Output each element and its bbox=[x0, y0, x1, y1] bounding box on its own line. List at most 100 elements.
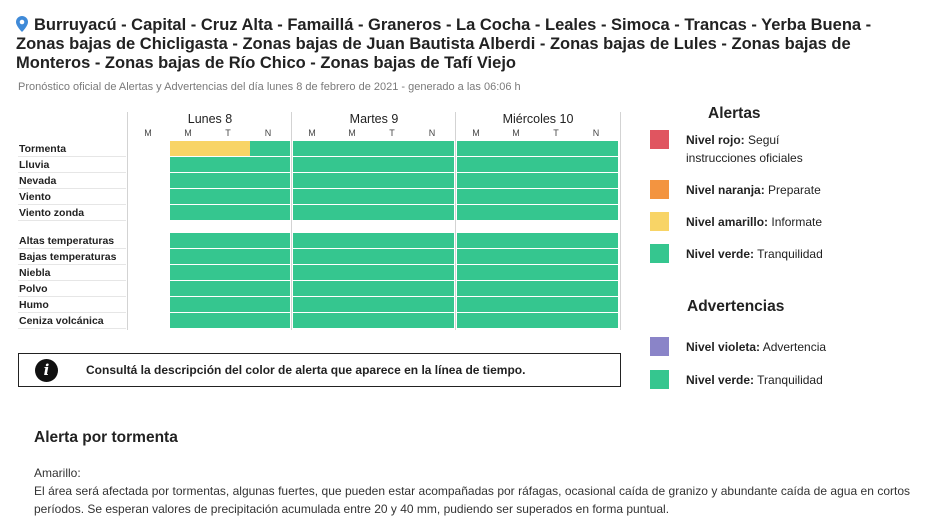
alert-level-cell bbox=[374, 249, 414, 264]
alert-level-cell bbox=[578, 205, 618, 220]
alert-level-cell bbox=[538, 173, 578, 188]
day-divider bbox=[455, 112, 456, 330]
alert-level-cell bbox=[457, 265, 498, 280]
title-text: Burruyacú - Capital - Cruz Alta - Famail… bbox=[16, 16, 872, 72]
alert-level-cell bbox=[578, 249, 618, 264]
alert-level-cell bbox=[293, 249, 334, 264]
row-separator bbox=[18, 328, 126, 329]
timeline-row-label: Viento bbox=[19, 191, 51, 203]
slot-header: M bbox=[472, 128, 480, 138]
legend-text: Nivel verde: Tranquilidad bbox=[686, 247, 823, 261]
alert-level-cell bbox=[414, 297, 454, 312]
alert-level-cell bbox=[210, 173, 250, 188]
alert-level-cell bbox=[250, 157, 290, 172]
row-separator bbox=[18, 264, 126, 265]
row-separator bbox=[18, 220, 126, 221]
slot-header: T bbox=[389, 128, 395, 138]
alert-level-cell bbox=[293, 233, 334, 248]
timeline-row: Altas temperaturas bbox=[18, 233, 622, 249]
alert-level-cell bbox=[170, 297, 210, 312]
color-swatch bbox=[650, 244, 669, 263]
alert-level-cell bbox=[374, 205, 414, 220]
alert-level-cell bbox=[210, 281, 250, 296]
alert-level-cell bbox=[293, 313, 334, 328]
alert-level-cell bbox=[334, 141, 374, 156]
legend-text: Nivel rojo: Seguí instrucciones oficiale… bbox=[686, 133, 803, 165]
alert-level-cell bbox=[457, 205, 498, 220]
alert-level-cell bbox=[498, 281, 538, 296]
color-swatch bbox=[650, 130, 669, 149]
alert-level-cell bbox=[414, 233, 454, 248]
alert-level-cell bbox=[498, 313, 538, 328]
alert-level-cell bbox=[578, 281, 618, 296]
color-swatch bbox=[650, 180, 669, 199]
slot-header: M bbox=[184, 128, 192, 138]
info-icon: i bbox=[35, 359, 58, 382]
alert-level-cell bbox=[374, 189, 414, 204]
alert-level-cell bbox=[250, 297, 290, 312]
slot-header: N bbox=[264, 128, 272, 138]
slot-header: M bbox=[512, 128, 520, 138]
location-pin-icon bbox=[16, 16, 28, 32]
alert-level-cell bbox=[250, 141, 290, 156]
alert-level-cell bbox=[250, 249, 290, 264]
alert-level-cell bbox=[293, 189, 334, 204]
alert-level-cell bbox=[457, 141, 498, 156]
alert-level-cell bbox=[578, 157, 618, 172]
alert-level-cell bbox=[457, 233, 498, 248]
row-separator bbox=[18, 280, 126, 281]
row-separator bbox=[18, 172, 126, 173]
row-separator bbox=[18, 248, 126, 249]
page-subtitle: Pronóstico oficial de Alertas y Adverten… bbox=[18, 81, 521, 93]
alert-level-cell bbox=[498, 265, 538, 280]
alert-level-cell bbox=[210, 249, 250, 264]
timeline-row: Humo bbox=[18, 297, 622, 313]
page-header: Burruyacú - Capital - Cruz Alta - Famail… bbox=[16, 16, 916, 93]
alert-level-cell bbox=[293, 265, 334, 280]
slot-header: M bbox=[348, 128, 356, 138]
timeline-row-label: Humo bbox=[19, 299, 49, 311]
alert-level-cell bbox=[293, 297, 334, 312]
alert-level-cell bbox=[578, 233, 618, 248]
timeline-row-label: Ceniza volcánica bbox=[19, 315, 104, 327]
alert-level-cell bbox=[210, 141, 250, 156]
timeline-row: Bajas temperaturas bbox=[18, 249, 622, 265]
alert-level-cell bbox=[414, 313, 454, 328]
alert-level-cell bbox=[334, 297, 374, 312]
timeline-row: Viento bbox=[18, 189, 622, 205]
legend-text: Nivel verde: Tranquilidad bbox=[686, 373, 823, 387]
day-divider bbox=[127, 112, 128, 330]
alert-level-cell bbox=[457, 173, 498, 188]
alert-level-cell bbox=[334, 173, 374, 188]
timeline-row-label: Altas temperaturas bbox=[19, 235, 115, 247]
alert-level-cell bbox=[250, 265, 290, 280]
color-swatch bbox=[650, 337, 669, 356]
timeline-row-label: Niebla bbox=[19, 267, 51, 279]
alert-level-cell bbox=[538, 157, 578, 172]
alert-level-cell bbox=[414, 249, 454, 264]
alert-level-cell bbox=[578, 297, 618, 312]
alert-level-cell bbox=[250, 281, 290, 296]
alert-level-cell bbox=[334, 313, 374, 328]
slot-header: T bbox=[553, 128, 559, 138]
row-separator bbox=[18, 188, 126, 189]
legend-text: Nivel amarillo: Informate bbox=[686, 215, 823, 229]
alert-level-cell bbox=[170, 205, 210, 220]
alert-level-cell bbox=[374, 313, 414, 328]
slot-header: N bbox=[592, 128, 600, 138]
alert-level-cell bbox=[374, 233, 414, 248]
alert-level-cell bbox=[457, 297, 498, 312]
alert-level-cell bbox=[374, 141, 414, 156]
timeline-row: Tormenta bbox=[18, 141, 622, 157]
alert-level-cell bbox=[374, 297, 414, 312]
alert-level-cell bbox=[498, 141, 538, 156]
alert-level-cell bbox=[293, 281, 334, 296]
row-separator bbox=[18, 312, 126, 313]
info-box: i Consultá la descripción del color de a… bbox=[18, 353, 621, 387]
alert-level-cell bbox=[374, 173, 414, 188]
alert-level-cell bbox=[293, 157, 334, 172]
timeline-row: Niebla bbox=[18, 265, 622, 281]
alert-level-cell bbox=[414, 141, 454, 156]
row-separator bbox=[18, 156, 126, 157]
day-header: Miércoles 10 bbox=[502, 112, 574, 126]
